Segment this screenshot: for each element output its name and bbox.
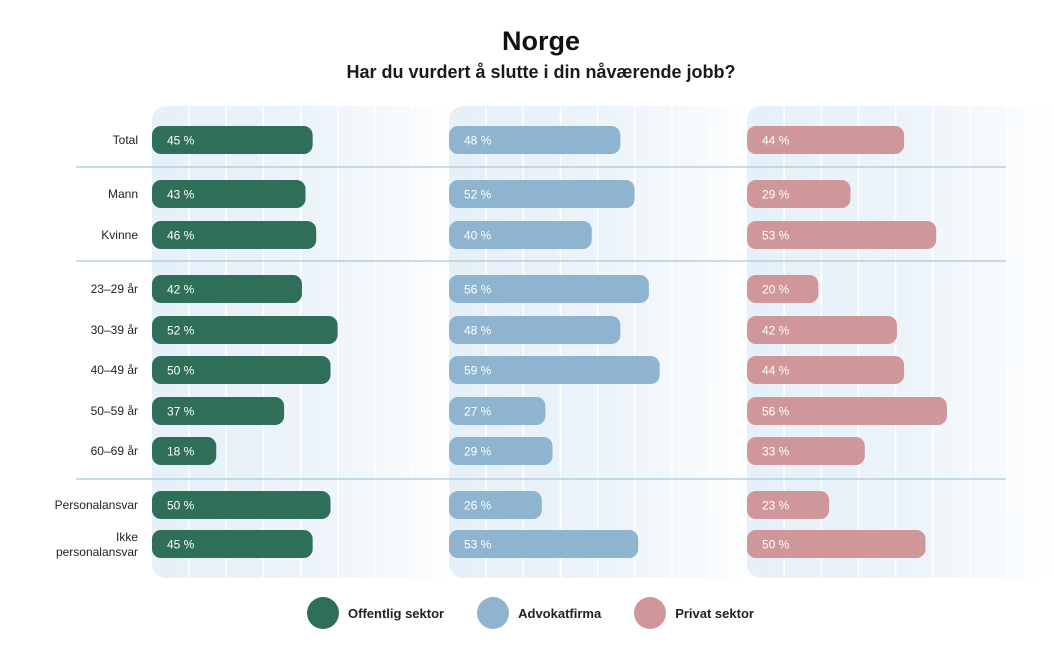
bar xyxy=(152,221,317,249)
bar xyxy=(449,356,660,384)
bar-value-label: 18 % xyxy=(167,445,195,459)
bar-value-label: 42 % xyxy=(167,283,195,297)
bar xyxy=(747,221,937,249)
legend-label: Offentlig sektor xyxy=(348,605,445,621)
bar-value-label: 43 % xyxy=(167,188,195,202)
bar xyxy=(449,437,553,465)
bar xyxy=(747,126,905,154)
legend-item-offentlig-sektor: Offentlig sektor xyxy=(307,597,455,629)
bar xyxy=(449,491,542,519)
bar-value-label: 56 % xyxy=(464,283,492,297)
bar-value-label: 50 % xyxy=(167,499,195,513)
bar-value-label: 44 % xyxy=(762,134,790,148)
bar xyxy=(152,275,302,303)
bar-value-label: 46 % xyxy=(167,229,195,243)
bar xyxy=(152,397,285,425)
bar xyxy=(449,316,621,344)
bar xyxy=(449,530,639,558)
bar-value-label: 40 % xyxy=(464,229,492,243)
bar-value-label: 42 % xyxy=(762,324,790,338)
category-label: Mann xyxy=(108,187,138,201)
bar-value-label: 20 % xyxy=(762,283,790,297)
bar-value-label: 50 % xyxy=(762,538,790,552)
bar xyxy=(449,275,649,303)
category-label: Personalansvar xyxy=(55,498,138,512)
bar-value-label: 29 % xyxy=(464,445,492,459)
category-label: 50–59 år xyxy=(91,404,138,418)
category-label: 23–29 år xyxy=(91,282,138,296)
category-label: 40–49 år xyxy=(91,363,138,377)
chart-subtitle: Har du vurdert å slutte i din nåværende … xyxy=(346,62,736,82)
bar-value-label: 53 % xyxy=(464,538,492,552)
bar-value-label: 26 % xyxy=(464,499,492,513)
bar xyxy=(449,126,621,154)
bar xyxy=(747,397,947,425)
bar-value-label: 56 % xyxy=(762,405,790,419)
bar xyxy=(449,180,635,208)
bar-value-label: 27 % xyxy=(464,405,492,419)
bar-value-label: 44 % xyxy=(762,364,790,378)
bar-value-label: 48 % xyxy=(464,134,492,148)
bar-value-label: 53 % xyxy=(762,229,790,243)
bar xyxy=(152,316,338,344)
bar xyxy=(747,180,851,208)
bar xyxy=(747,316,897,344)
bar-value-label: 48 % xyxy=(464,324,492,338)
category-label: Kvinne xyxy=(101,228,138,242)
category-label: Total xyxy=(113,133,138,147)
bar xyxy=(152,530,313,558)
bar-value-label: 59 % xyxy=(464,364,492,378)
legend-swatch xyxy=(634,597,667,629)
bar xyxy=(449,221,592,249)
bar-value-label: 37 % xyxy=(167,405,195,419)
bar-value-label: 23 % xyxy=(762,499,790,513)
bar-value-label: 45 % xyxy=(167,538,195,552)
legend-label: Advokatfirma xyxy=(518,605,602,621)
bar xyxy=(449,397,546,425)
bar xyxy=(152,180,306,208)
bar-value-label: 52 % xyxy=(464,188,492,202)
category-label: Ikke personalansvar xyxy=(56,530,138,559)
category-label: 60–69 år xyxy=(91,444,138,458)
chart-title: Norge xyxy=(501,26,580,56)
legend: Offentlig sektor Advokatfirma Privat sek… xyxy=(0,597,1054,629)
bar xyxy=(152,356,331,384)
bar xyxy=(152,126,313,154)
legend-swatch xyxy=(307,597,340,629)
bar xyxy=(152,437,217,465)
category-label: 30–39 år xyxy=(91,323,138,337)
bar-value-label: 52 % xyxy=(167,324,195,338)
bar-value-label: 45 % xyxy=(167,134,195,148)
legend-item-privat-sektor: Privat sektor xyxy=(634,597,765,629)
legend-label: Privat sektor xyxy=(675,605,754,621)
bar-value-label: 50 % xyxy=(167,364,195,378)
bar-value-label: 33 % xyxy=(762,445,790,459)
bar xyxy=(747,437,865,465)
bar xyxy=(747,356,905,384)
bar xyxy=(747,491,830,519)
bar xyxy=(747,275,819,303)
bar xyxy=(747,530,926,558)
legend-swatch xyxy=(477,597,510,629)
legend-item-advokatfirma: Advokatfirma xyxy=(477,597,612,629)
bar-value-label: 29 % xyxy=(762,188,790,202)
bar xyxy=(152,491,331,519)
